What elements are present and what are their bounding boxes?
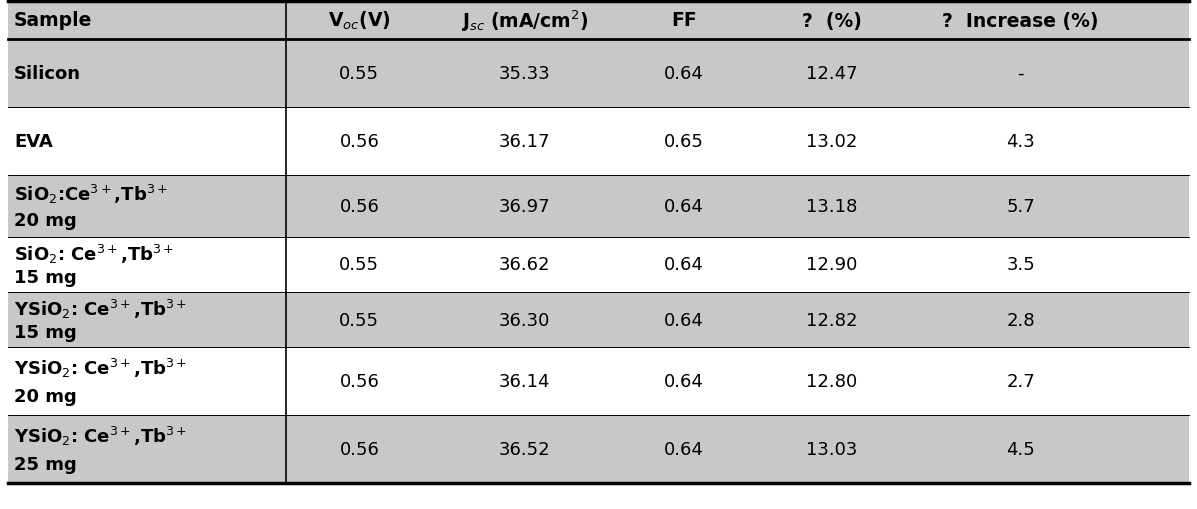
Text: 12.80: 12.80: [806, 372, 857, 390]
Text: V$_{oc}$(V): V$_{oc}$(V): [328, 10, 390, 32]
Text: YSiO$_2$: Ce$^{3+}$,Tb$^{3+}$: YSiO$_2$: Ce$^{3+}$,Tb$^{3+}$: [14, 297, 187, 321]
Text: 35.33: 35.33: [499, 65, 551, 83]
Text: 36.14: 36.14: [499, 372, 551, 390]
Text: 3.5: 3.5: [1007, 256, 1035, 274]
Text: J$_{sc}$ (mA/cm$^2$): J$_{sc}$ (mA/cm$^2$): [461, 8, 589, 34]
Text: 0.64: 0.64: [664, 311, 704, 329]
Text: 0.64: 0.64: [664, 65, 704, 83]
Text: 13.02: 13.02: [806, 133, 857, 151]
Text: 0.64: 0.64: [664, 372, 704, 390]
Text: 2.7: 2.7: [1007, 372, 1035, 390]
Text: 15 mg: 15 mg: [14, 268, 77, 286]
Text: ?  Increase (%): ? Increase (%): [942, 12, 1099, 31]
Text: FF: FF: [672, 12, 697, 31]
Text: 0.64: 0.64: [664, 440, 704, 458]
Text: YSiO$_2$: Ce$^{3+}$,Tb$^{3+}$: YSiO$_2$: Ce$^{3+}$,Tb$^{3+}$: [14, 356, 187, 379]
Bar: [8, 108, 1189, 176]
Text: 15 mg: 15 mg: [14, 323, 77, 341]
Text: SiO$_2$: Ce$^{3+}$,Tb$^{3+}$: SiO$_2$: Ce$^{3+}$,Tb$^{3+}$: [14, 242, 174, 266]
Text: 36.52: 36.52: [499, 440, 551, 458]
Text: 25 mg: 25 mg: [14, 455, 77, 473]
Text: 0.56: 0.56: [340, 440, 379, 458]
Text: ?  (%): ? (%): [802, 12, 862, 31]
Text: 0.55: 0.55: [339, 65, 379, 83]
Text: Sample: Sample: [14, 12, 92, 31]
Text: 36.30: 36.30: [499, 311, 551, 329]
Text: 0.64: 0.64: [664, 197, 704, 216]
Text: -: -: [1017, 65, 1023, 83]
Text: 0.64: 0.64: [664, 256, 704, 274]
Bar: [8, 415, 1189, 483]
Text: 0.55: 0.55: [339, 256, 379, 274]
Text: 36.17: 36.17: [499, 133, 551, 151]
Text: 20 mg: 20 mg: [14, 211, 77, 229]
Bar: [8, 347, 1189, 415]
Text: 36.62: 36.62: [499, 256, 551, 274]
Bar: [8, 176, 1189, 238]
Text: 12.82: 12.82: [806, 311, 857, 329]
Bar: [8, 238, 1189, 293]
Text: EVA: EVA: [14, 133, 53, 151]
Text: 0.56: 0.56: [340, 197, 379, 216]
Text: 36.97: 36.97: [499, 197, 551, 216]
Text: YSiO$_2$: Ce$^{3+}$,Tb$^{3+}$: YSiO$_2$: Ce$^{3+}$,Tb$^{3+}$: [14, 424, 187, 447]
Text: 4.5: 4.5: [1007, 440, 1035, 458]
Text: Silicon: Silicon: [14, 65, 81, 83]
Text: 0.56: 0.56: [340, 372, 379, 390]
Text: 13.03: 13.03: [806, 440, 857, 458]
Text: 12.90: 12.90: [806, 256, 857, 274]
Text: 2.8: 2.8: [1007, 311, 1035, 329]
Text: 4.3: 4.3: [1007, 133, 1035, 151]
Text: SiO$_2$:Ce$^{3+}$,Tb$^{3+}$: SiO$_2$:Ce$^{3+}$,Tb$^{3+}$: [14, 183, 168, 206]
Text: 0.65: 0.65: [664, 133, 704, 151]
Bar: [8, 40, 1189, 108]
Text: 20 mg: 20 mg: [14, 387, 77, 405]
Text: 0.56: 0.56: [340, 133, 379, 151]
Text: 5.7: 5.7: [1007, 197, 1035, 216]
Text: 0.55: 0.55: [339, 311, 379, 329]
Text: 12.47: 12.47: [806, 65, 857, 83]
Bar: [8, 2, 1189, 40]
Text: 13.18: 13.18: [806, 197, 857, 216]
Bar: [8, 293, 1189, 347]
